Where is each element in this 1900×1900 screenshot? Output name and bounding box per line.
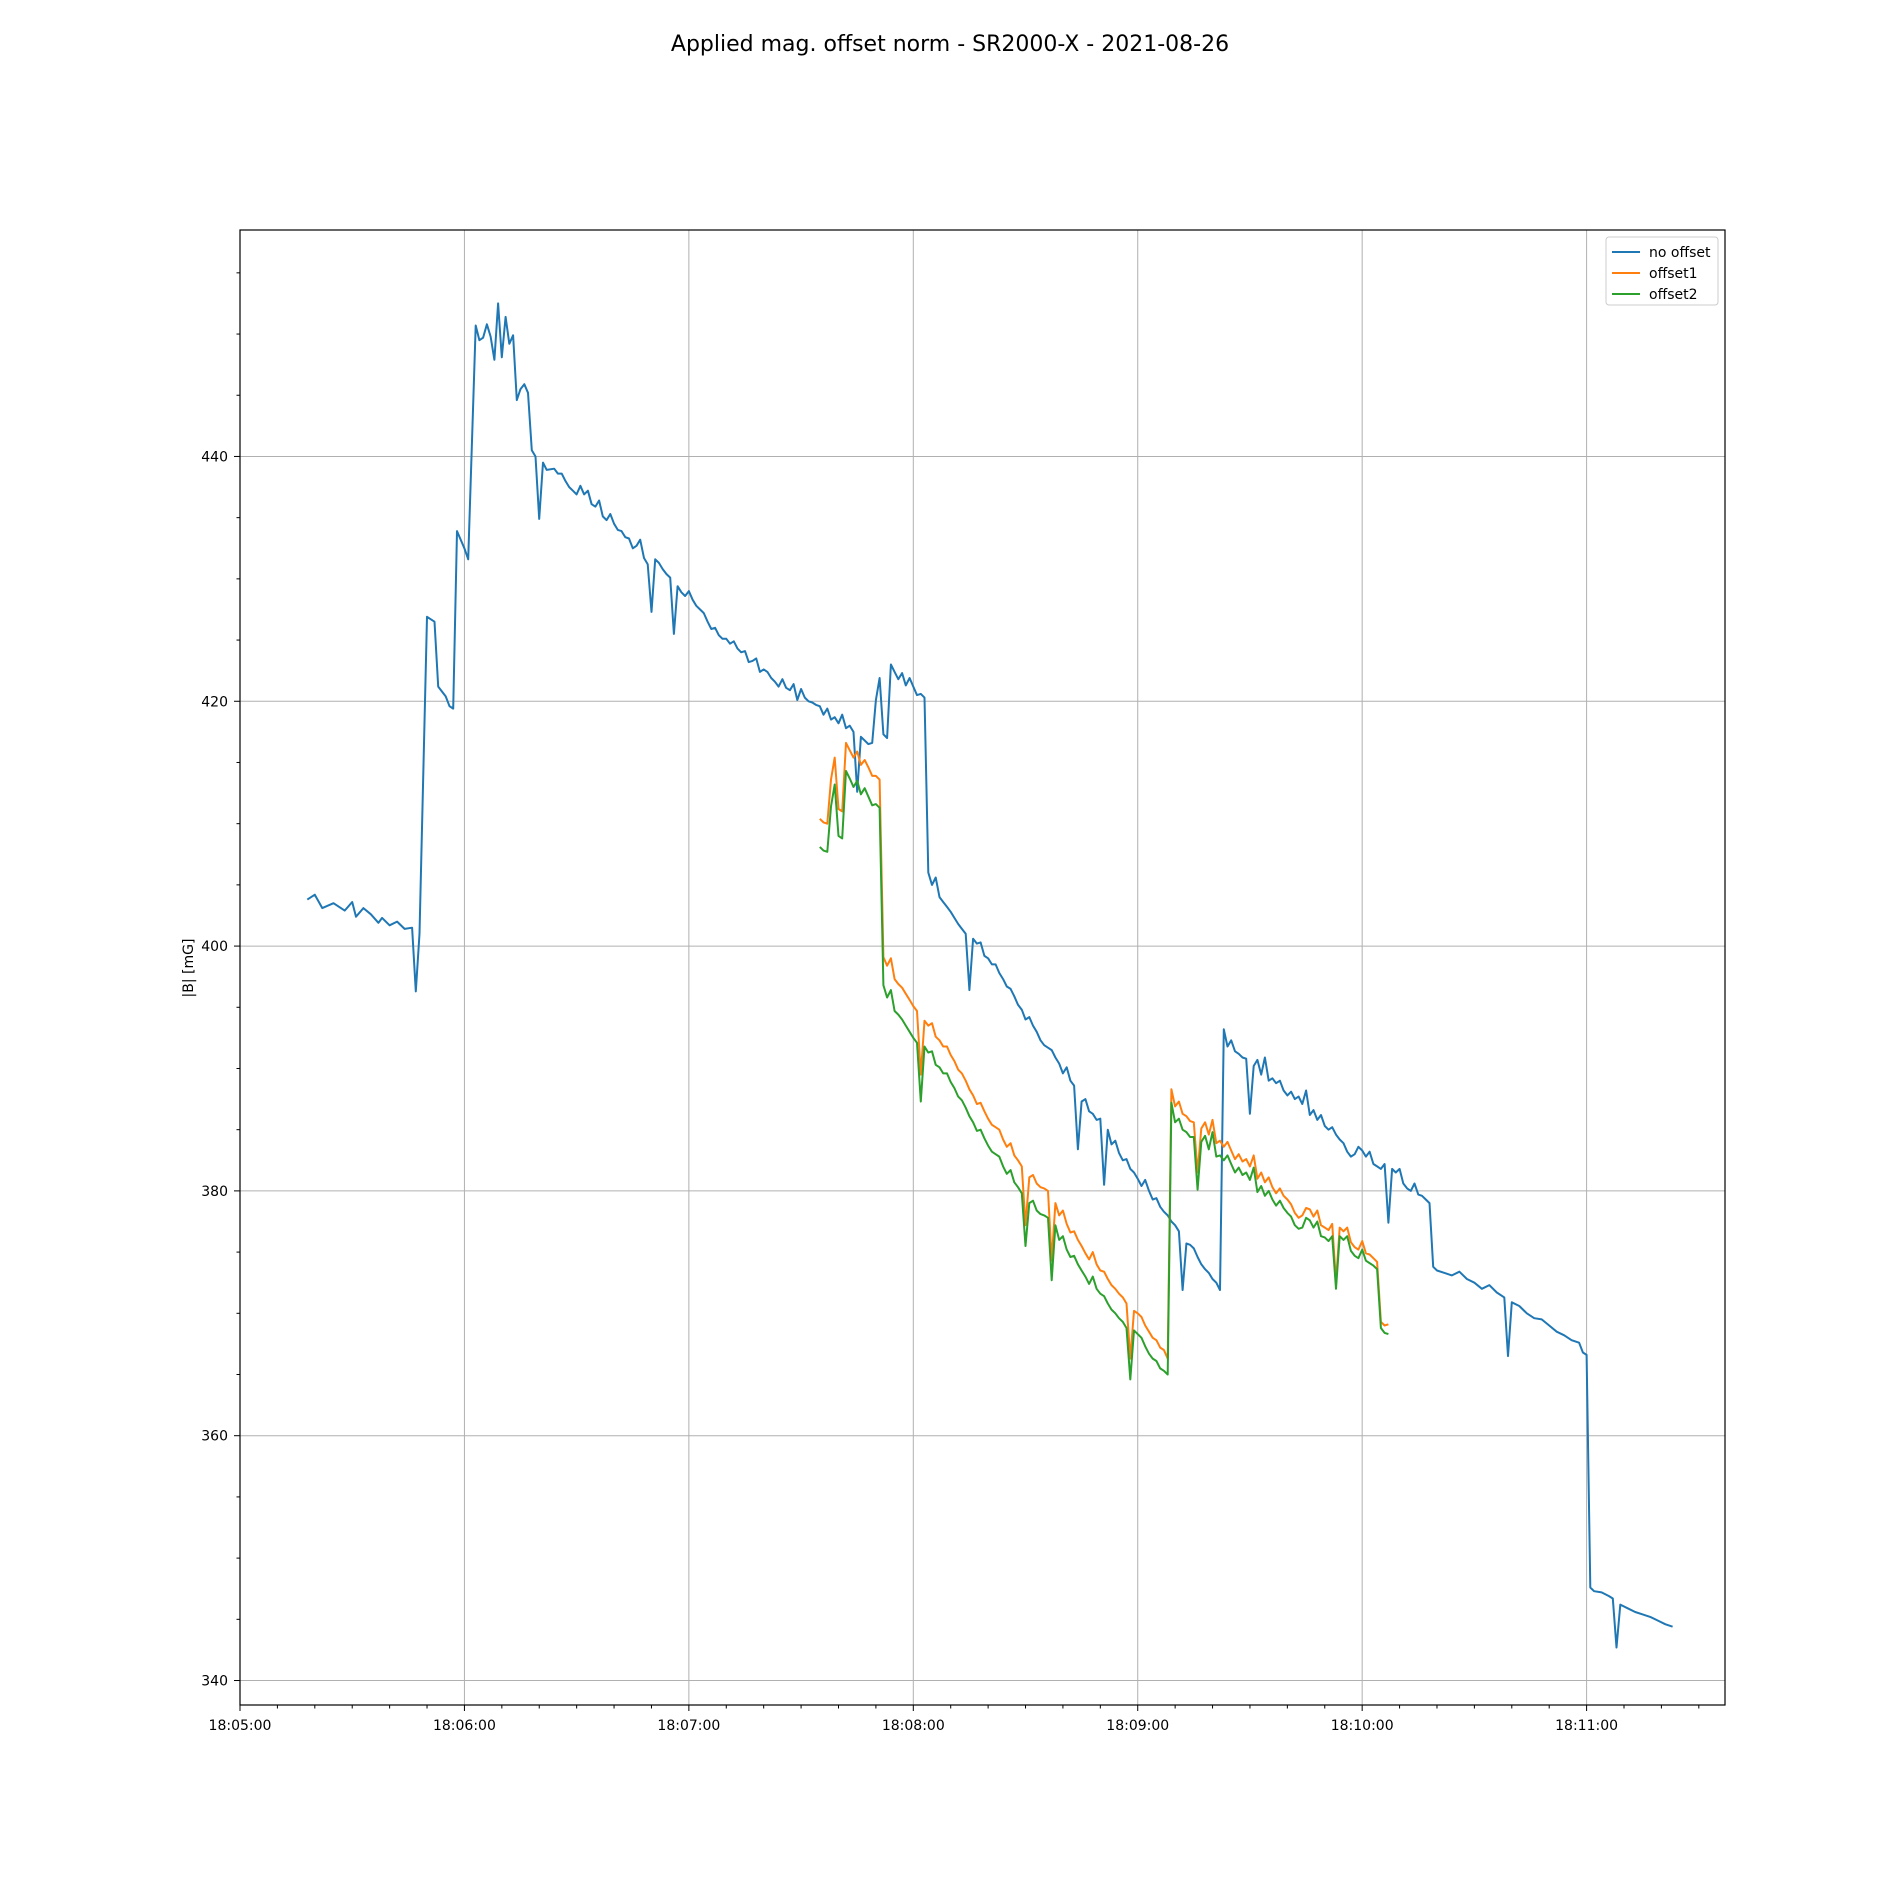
x-tick-label: 18:09:00 <box>1106 1718 1169 1734</box>
series-line-offset2 <box>819 770 1389 1381</box>
x-tick-label: 18:08:00 <box>882 1718 945 1734</box>
y-tick-label: 380 <box>201 1184 228 1200</box>
chart-title: Applied mag. offset norm - SR2000-X - 20… <box>670 32 1230 57</box>
y-axis-label: |B| [mG] <box>181 939 197 998</box>
legend-box <box>1605 236 1719 306</box>
legend-label: offset2 <box>1649 287 1698 303</box>
series-line-no-offset <box>306 302 1673 1649</box>
grid-lines <box>239 230 1725 1705</box>
axis-ticks: 18:05:00 18:06:00 18:07:00 18:08:00 18:09:00… <box>201 272 1700 1734</box>
y-tick-label: 420 <box>201 694 228 710</box>
y-tick-label: 340 <box>201 1674 228 1690</box>
y-tick-label: 360 <box>201 1429 228 1445</box>
plot-area-frame <box>239 229 1726 1706</box>
x-tick-label: 18:05:00 <box>209 1718 272 1734</box>
series-lines <box>306 302 1673 1649</box>
legend-label: offset1 <box>1649 266 1698 282</box>
series-line-offset1 <box>819 741 1389 1360</box>
x-tick-label: 18:07:00 <box>657 1718 720 1734</box>
legend-label: no offset <box>1649 245 1711 261</box>
x-tick-label: 18:11:00 <box>1555 1718 1618 1734</box>
legend: no offset offset1 offset2 <box>1605 236 1719 306</box>
y-tick-label: 440 <box>201 449 228 465</box>
x-tick-label: 18:06:00 <box>433 1718 496 1734</box>
x-tick-label: 18:10:00 <box>1331 1718 1394 1734</box>
y-tick-label: 400 <box>201 939 228 955</box>
